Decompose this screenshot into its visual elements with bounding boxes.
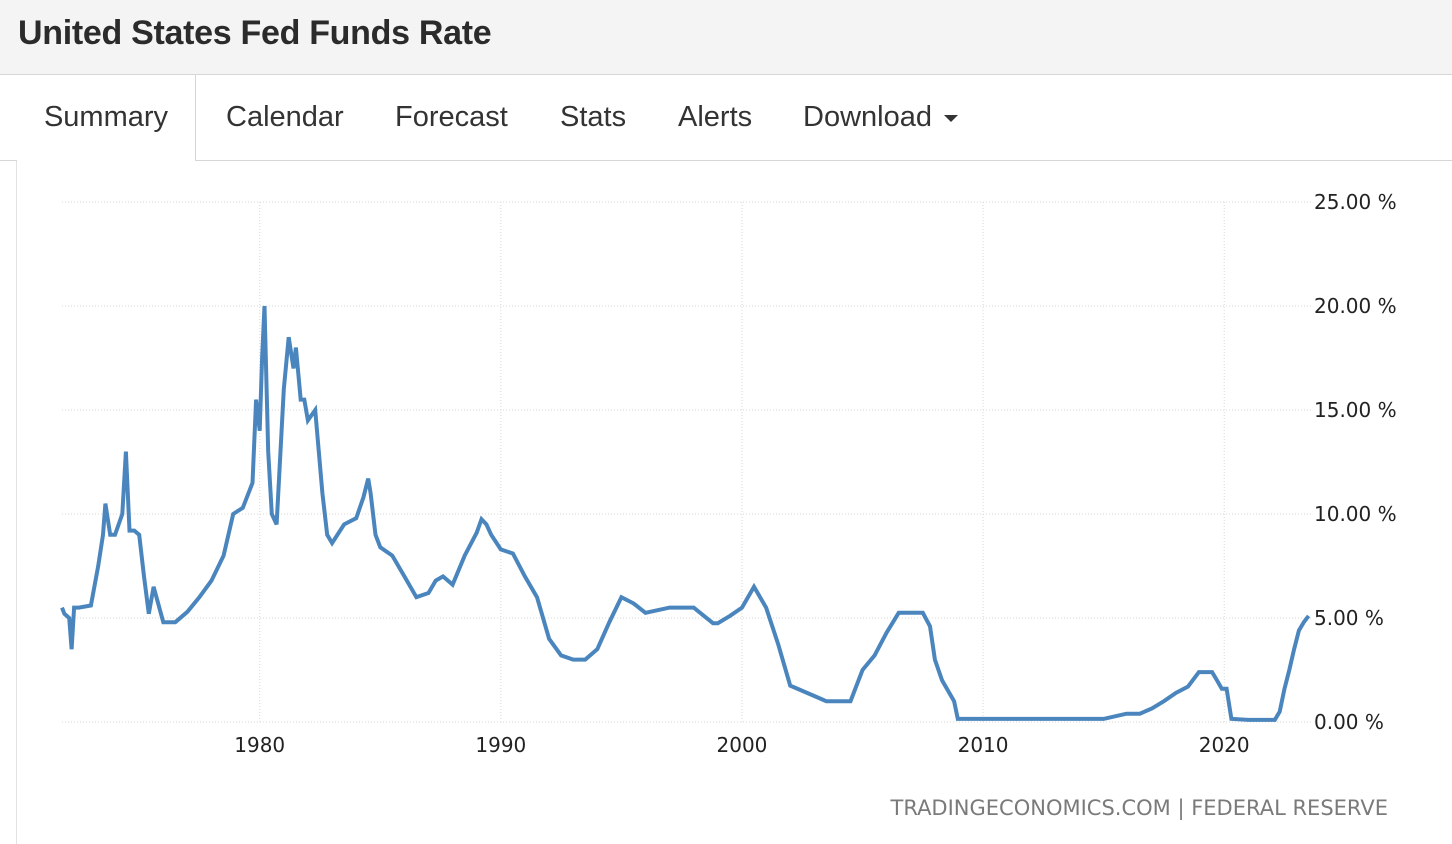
y-tick-label: 10.00 %	[1314, 502, 1397, 526]
tab-stats[interactable]: Stats	[560, 101, 627, 133]
y-tick-label: 25.00 %	[1314, 190, 1397, 214]
x-tick-label: 2010	[958, 733, 1009, 757]
chart-source: TRADINGECONOMICS.COM | FEDERAL RESERVE	[890, 796, 1389, 821]
tab-download-label: Download	[803, 101, 932, 133]
tab-summary[interactable]: Summary	[17, 75, 196, 161]
tab-forecast[interactable]: Forecast	[395, 101, 508, 133]
y-axis-labels: 0.00 % 5.00 % 10.00 % 15.00 % 20.00 % 25.00 %	[1314, 190, 1397, 734]
x-tick-label: 1990	[475, 733, 526, 757]
series-line-fed-funds-rate	[60, 305, 1311, 722]
tab-calendar[interactable]: Calendar	[226, 101, 344, 133]
tab-bar: Summary Calendar Forecast Stats Alerts D…	[0, 75, 1452, 161]
x-tick-label: 1980	[234, 733, 285, 757]
tab-download[interactable]: Download	[803, 75, 958, 160]
x-axis-labels: 1980 1990 2000 2010 2020	[234, 733, 1249, 757]
x-gridlines	[259, 202, 1225, 722]
caret-down-icon	[943, 114, 958, 122]
y-tick-label: 20.00 %	[1314, 294, 1397, 318]
y-tick-label: 0.00 %	[1314, 710, 1384, 734]
y-tick-label: 15.00 %	[1314, 398, 1397, 422]
content-border	[16, 75, 17, 844]
x-tick-label: 2000	[717, 733, 768, 757]
y-tick-label: 5.00 %	[1314, 606, 1384, 630]
fed-funds-rate-chart: 0.00 % 5.00 % 10.00 % 15.00 % 20.00 % 25.00 %…	[60, 190, 1397, 821]
x-tick-label: 2020	[1199, 733, 1250, 757]
page-header: United States Fed Funds Rate	[0, 0, 1452, 75]
tab-alerts[interactable]: Alerts	[678, 101, 753, 133]
page-title: United States Fed Funds Rate	[18, 14, 492, 52]
y-gridlines	[62, 201, 1311, 723]
